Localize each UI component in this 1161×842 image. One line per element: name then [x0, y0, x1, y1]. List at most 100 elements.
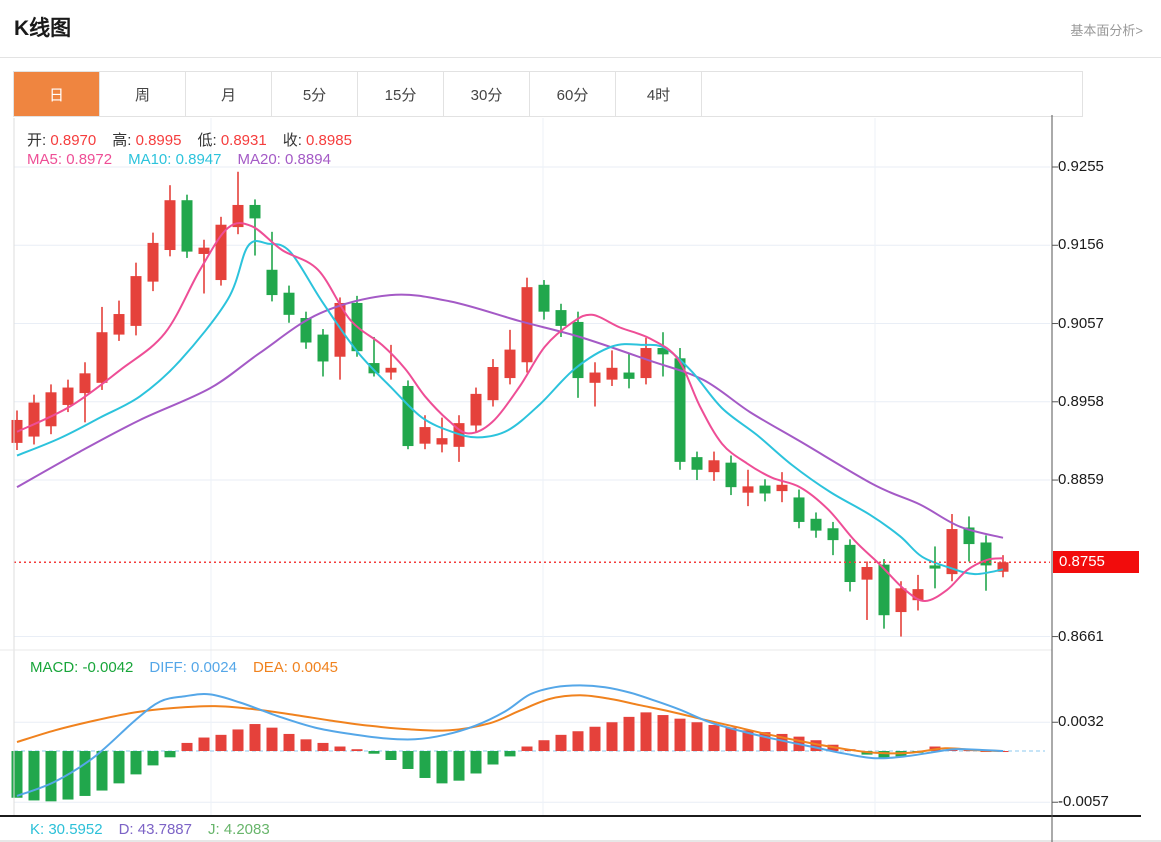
- macd-info-row: MACD: -0.0042 DIFF: 0.0024 DEA: 0.0045: [30, 659, 354, 676]
- macd-bar: [130, 751, 142, 775]
- candle-body: [198, 247, 210, 254]
- indicator-value: MA10: 0.8947: [128, 151, 222, 168]
- macd-bar: [725, 727, 737, 752]
- macd-bar: [385, 751, 397, 760]
- macd-bar: [606, 722, 618, 752]
- macd-bar: [555, 734, 567, 752]
- macd-bar: [742, 730, 754, 752]
- macd-bar: [504, 751, 516, 757]
- tab-15分[interactable]: 15分: [358, 72, 444, 116]
- axis-tick-label: 0.8661: [1058, 627, 1104, 645]
- macd-bar: [640, 712, 652, 752]
- candle-body: [623, 372, 635, 379]
- kdj-info-row: K: 30.5952 D: 43.7887 J: 4.2083: [30, 821, 286, 838]
- candle-body: [62, 387, 74, 405]
- candle-body: [572, 321, 584, 379]
- candle-body: [827, 528, 839, 541]
- ma10-line: [16, 240, 1004, 576]
- candle-body: [844, 544, 856, 583]
- axis-tick-label: 0.9156: [1058, 236, 1104, 254]
- macd-bar: [368, 751, 380, 754]
- axis-tick-label: 0.9057: [1058, 314, 1104, 332]
- candle-body: [402, 385, 414, 447]
- axis-tick-label: -0.0057: [1058, 793, 1109, 811]
- macd-bar: [470, 751, 482, 774]
- macd-bar: [589, 726, 601, 752]
- macd-bar: [79, 751, 91, 796]
- macd-bar: [776, 733, 788, 752]
- tab-月[interactable]: 月: [186, 72, 272, 116]
- macd-bar: [487, 751, 499, 765]
- candle-body: [79, 373, 91, 394]
- ma-info-row: MA5: 0.8972 MA10: 0.8947 MA20: 0.8894: [27, 151, 347, 168]
- indicator-value: 收: 0.8985: [282, 132, 352, 149]
- tab-4时[interactable]: 4时: [616, 72, 702, 116]
- candle-body: [419, 427, 431, 444]
- macd-bar: [283, 733, 295, 752]
- tab-30分[interactable]: 30分: [444, 72, 530, 116]
- candle-body: [640, 348, 652, 379]
- macd-bar: [674, 718, 686, 752]
- candle-body: [708, 460, 720, 473]
- macd-bar: [113, 751, 125, 784]
- candle-body: [470, 393, 482, 426]
- candle-body: [946, 529, 958, 575]
- candle-body: [436, 438, 448, 445]
- candle-body: [657, 348, 669, 355]
- candle-body: [912, 589, 924, 601]
- indicator-value: DIFF: 0.0024: [149, 659, 237, 676]
- candle-body: [266, 269, 278, 296]
- tab-日[interactable]: 日: [14, 72, 100, 116]
- macd-bar: [300, 739, 312, 752]
- candle-body: [538, 284, 550, 312]
- fundamental-analysis-link[interactable]: 基本面分析>: [1070, 23, 1143, 38]
- candle-body: [147, 242, 159, 282]
- indicator-value: MACD: -0.0042: [30, 659, 134, 676]
- candle-body: [487, 367, 499, 401]
- tab-5分[interactable]: 5分: [272, 72, 358, 116]
- macd-bar: [810, 740, 822, 752]
- candle-body: [725, 462, 737, 488]
- candle-body: [997, 562, 1009, 572]
- candle-body: [164, 200, 176, 251]
- current-price-badge: 0.8755: [1053, 551, 1139, 574]
- macd-bar: [419, 751, 431, 778]
- indicator-value: J: 4.2083: [207, 821, 270, 838]
- macd-bar: [45, 751, 57, 802]
- candle-body: [232, 204, 244, 228]
- indicator-value: MA20: 0.8894: [237, 151, 331, 168]
- macd-bar: [878, 751, 890, 759]
- ma5-line: [16, 221, 1004, 603]
- page-title: K线图: [14, 17, 72, 40]
- candle-body: [929, 565, 941, 569]
- macd-bar: [198, 737, 210, 752]
- macd-bar: [249, 724, 261, 752]
- indicator-value: 低: 0.8931: [197, 132, 267, 149]
- indicator-value: DEA: 0.0045: [252, 659, 339, 676]
- candle-body: [606, 367, 618, 380]
- candle-body: [28, 402, 40, 437]
- macd-bar: [521, 746, 533, 752]
- candle-body: [45, 392, 57, 427]
- macd-bar: [215, 734, 227, 752]
- tab-周[interactable]: 周: [100, 72, 186, 116]
- tab-60分[interactable]: 60分: [530, 72, 616, 116]
- candle-body: [810, 518, 822, 531]
- macd-bar: [96, 751, 108, 791]
- axis-tick-label: 0.8958: [1058, 392, 1104, 410]
- indicator-value: 高: 0.8995: [112, 132, 182, 149]
- macd-bar: [232, 729, 244, 752]
- dea-line: [16, 694, 1004, 755]
- macd-bar: [181, 742, 193, 752]
- indicator-value: 开: 0.8970: [27, 132, 97, 149]
- candle-body: [674, 358, 686, 462]
- candle-body: [317, 334, 329, 362]
- candle-body: [215, 224, 227, 281]
- macd-bar: [266, 727, 278, 752]
- candle-body: [980, 542, 992, 566]
- candle-body: [385, 367, 397, 373]
- candle-body: [283, 292, 295, 315]
- candle-body: [589, 372, 601, 383]
